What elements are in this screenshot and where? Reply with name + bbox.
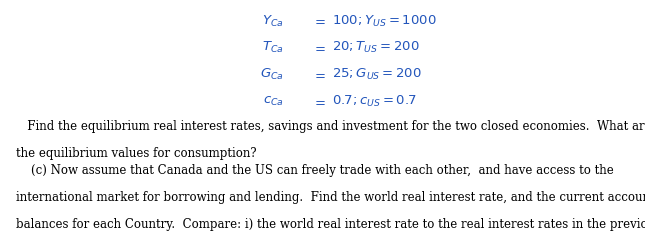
Text: balances for each Country.  Compare: i) the world real interest rate to the real: balances for each Country. Compare: i) t…	[16, 218, 645, 231]
Text: international market for borrowing and lending.  Find the world real interest ra: international market for borrowing and l…	[16, 191, 645, 204]
Text: $c_{Ca}$: $c_{Ca}$	[263, 95, 284, 108]
Text: $0.7; c_{US} = 0.7$: $0.7; c_{US} = 0.7$	[332, 94, 417, 109]
Text: Find the equilibrium real interest rates, savings and investment for the two clo: Find the equilibrium real interest rates…	[16, 120, 645, 133]
Text: $20; T_{US} = 200$: $20; T_{US} = 200$	[332, 40, 420, 55]
Text: $100; Y_{US} = 1000$: $100; Y_{US} = 1000$	[332, 14, 437, 28]
Text: $=$: $=$	[312, 14, 326, 27]
Text: $25; G_{US} = 200$: $25; G_{US} = 200$	[332, 67, 422, 82]
Text: $G_{Ca}$: $G_{Ca}$	[260, 67, 284, 82]
Text: $T_{Ca}$: $T_{Ca}$	[262, 40, 284, 55]
Text: the equilibrium values for consumption?: the equilibrium values for consumption?	[16, 147, 257, 160]
Text: $=$: $=$	[312, 41, 326, 54]
Text: $Y_{Ca}$: $Y_{Ca}$	[262, 14, 284, 28]
Text: (c) Now assume that Canada and the US can freely trade with each other,  and hav: (c) Now assume that Canada and the US ca…	[16, 164, 614, 177]
Text: $=$: $=$	[312, 95, 326, 108]
Text: $=$: $=$	[312, 68, 326, 81]
